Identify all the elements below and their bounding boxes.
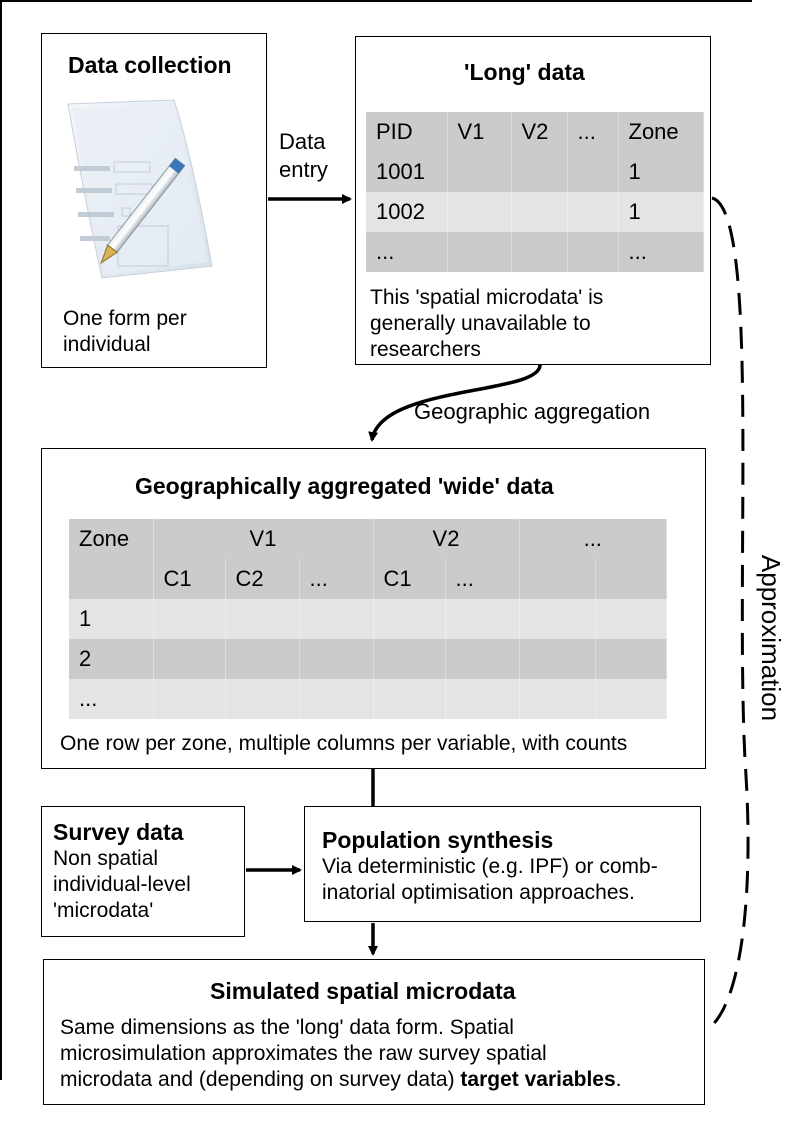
table-cell: 1 [69, 599, 154, 639]
table-header-cell: ... [519, 519, 667, 559]
wide-data-note: One row per zone, multiple columns per v… [60, 732, 628, 755]
table-header-cell [69, 559, 154, 599]
table-row: 2 [69, 639, 667, 679]
table-cell [567, 152, 619, 192]
table-header-cell: C2 [225, 559, 300, 599]
table-cell: 1001 [366, 152, 448, 192]
long-data-header-row: PID V1 V2 ... Zone [366, 112, 704, 152]
survey-data-line3: 'microdata' [53, 899, 154, 922]
table-cell [567, 232, 619, 272]
survey-data-title: Survey data [53, 819, 184, 845]
long-data-table: PID V1 V2 ... Zone 1001 1 1002 1 ... ... [366, 112, 704, 272]
table-row: 1002 1 [366, 192, 704, 232]
table-header-cell: Zone [69, 519, 154, 559]
table-header-cell: Zone [618, 112, 704, 152]
wide-data-box: Geographically aggregated 'wide' data Zo… [41, 448, 706, 769]
survey-data-box: Survey data Non spatial individual-level… [41, 806, 245, 937]
long-data-note-line2: generally unavailable to [370, 312, 591, 335]
table-cell: 1 [618, 192, 704, 232]
table-cell [511, 152, 568, 192]
form-pen-icon [67, 99, 213, 279]
table-header-cell: V2 [373, 519, 520, 559]
data-collection-caption-line2: individual [63, 333, 151, 356]
table-cell [511, 232, 568, 272]
long-data-note-line1: This 'spatial microdata' is [370, 286, 604, 309]
data-collection-caption-line1: One form per [63, 307, 187, 330]
table-row: ... [69, 679, 667, 719]
long-data-note-line3: researchers [370, 338, 481, 361]
table-header-cell: ... [445, 559, 520, 599]
table-row: 1 [69, 599, 667, 639]
geographic-aggregation-label: Geographic aggregation [414, 399, 651, 424]
approximation-dashed-curve [705, 196, 750, 1032]
population-synthesis-line2: inatorial optimisation approaches. [322, 881, 635, 904]
population-synthesis-title: Population synthesis [322, 827, 554, 853]
table-cell: ... [618, 232, 704, 272]
page-frame-left [0, 0, 2, 1080]
wide-data-title: Geographically aggregated 'wide' data [135, 473, 554, 499]
table-header-cell: ... [299, 559, 374, 599]
survey-data-line1: Non spatial [53, 847, 159, 870]
population-synthesis-box: Population synthesis Via deterministic (… [304, 806, 701, 922]
simulated-microdata-title: Simulated spatial microdata [210, 978, 516, 1004]
table-cell: 1 [618, 152, 704, 192]
approximation-label: Approximation [756, 554, 786, 722]
simulated-line3: microdata and (depending on survey data)… [60, 1067, 622, 1093]
table-header-cell: V1 [153, 519, 374, 559]
table-cell [447, 152, 512, 192]
simulated-line1: Same dimensions as the 'long' data form.… [60, 1016, 514, 1039]
table-cell: 1002 [366, 192, 448, 232]
table-header-cell: C1 [153, 559, 226, 599]
table-header-cell: C1 [373, 559, 446, 599]
survey-data-line2: individual-level [53, 873, 191, 896]
long-data-box: 'Long' data PID V1 V2 ... Zone 1001 1 10… [355, 36, 711, 365]
simulated-line3-end: . [615, 1068, 622, 1091]
page-frame-top [0, 0, 752, 2]
table-cell [447, 192, 512, 232]
table-header-cell [519, 559, 596, 599]
target-variables-label: target variables [460, 1068, 616, 1091]
wide-data-table: Zone V1 V2 ... C1 C2 ... C1 ... 1 2 ... [69, 519, 667, 719]
data-entry-label-line2: entry [279, 157, 328, 182]
table-cell [511, 192, 568, 232]
table-header-cell: PID [366, 112, 448, 152]
table-cell: ... [69, 679, 154, 719]
table-header-cell: V2 [511, 112, 568, 152]
table-header-cell: ... [567, 112, 619, 152]
simulated-line2: microsimulation approximates the raw sur… [60, 1042, 547, 1065]
table-header-cell [595, 559, 667, 599]
geographic-aggregation-arrow [368, 364, 542, 442]
data-collection-box: Data collection One form per [41, 33, 267, 368]
simulated-microdata-box: Simulated spatial microdata Same dimensi… [43, 959, 705, 1105]
table-cell: ... [366, 232, 448, 272]
wide-data-header-row-1: Zone V1 V2 ... [69, 519, 667, 559]
table-cell: 2 [69, 639, 154, 679]
data-entry-label-line1: Data [279, 129, 326, 154]
long-data-title: 'Long' data [464, 59, 585, 85]
table-row: 1001 1 [366, 152, 704, 192]
table-header-cell: V1 [447, 112, 512, 152]
simulated-line3-text: microdata and (depending on survey data) [60, 1068, 461, 1091]
table-cell [567, 192, 619, 232]
data-collection-title: Data collection [68, 52, 232, 78]
population-synthesis-line1: Via deterministic (e.g. IPF) or comb- [322, 855, 658, 878]
table-row: ... ... [366, 232, 704, 272]
table-cell [447, 232, 512, 272]
wide-data-header-row-2: C1 C2 ... C1 ... [69, 559, 667, 599]
